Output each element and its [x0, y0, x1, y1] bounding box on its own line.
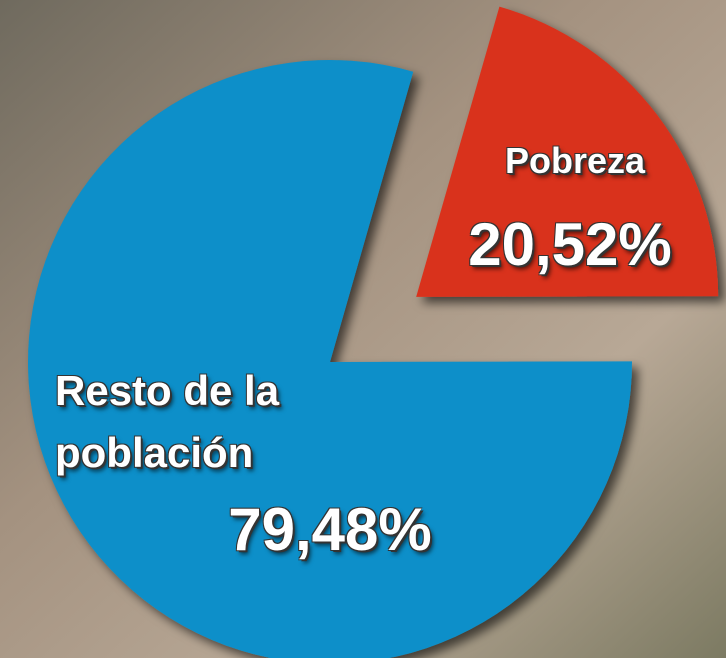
value-label: 79,48%	[228, 496, 432, 563]
value-label: 20,52%	[468, 211, 672, 278]
slice-label: Resto de la población	[55, 367, 280, 476]
slice-label: Pobreza	[504, 140, 646, 181]
slices	[28, 6, 719, 658]
pie-slice	[416, 6, 719, 297]
pie-slice	[28, 60, 632, 658]
